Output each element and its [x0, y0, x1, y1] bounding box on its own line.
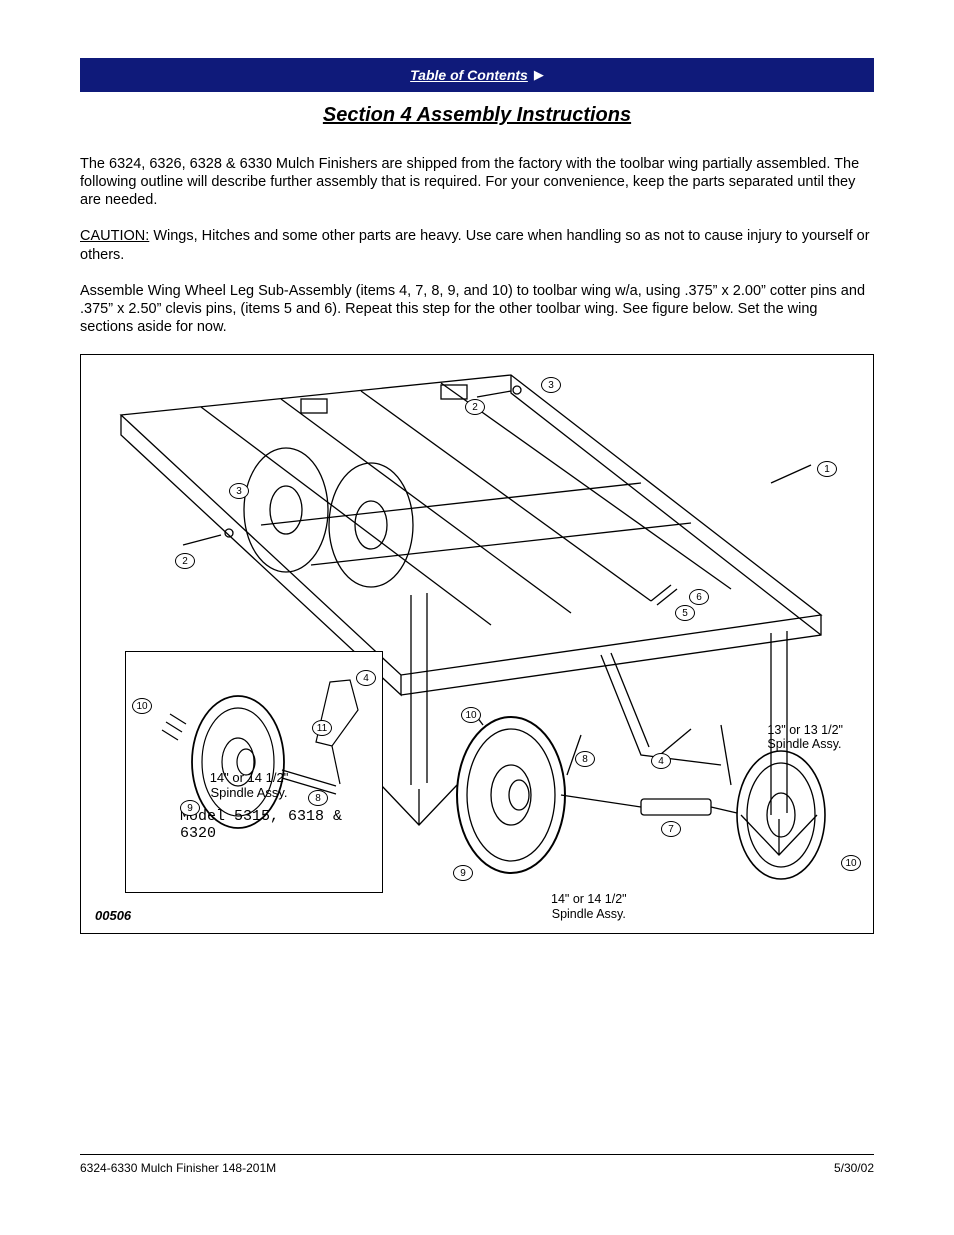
callout-3: 3 — [541, 377, 561, 393]
callout-3b: 3 — [229, 483, 249, 499]
inset-spindle-label: 14" or 14 1/2" Spindle Assy. — [184, 771, 314, 800]
callout-7: 7 — [661, 821, 681, 837]
paragraph-caution: CAUTION: Wings, Hitches and some other p… — [80, 227, 874, 263]
section-title: Section 4 Assembly Instructions — [80, 104, 874, 127]
callout-2b: 2 — [175, 553, 195, 569]
figure-box: 14" or 14 1/2" Spindle Assy. Model 5315,… — [80, 354, 874, 934]
figure-number: 00506 — [95, 908, 131, 923]
figure-inset: 14" or 14 1/2" Spindle Assy. Model 5315,… — [125, 651, 383, 893]
footer-manual: 6324-6330 Mulch Finisher 148-201M — [80, 1161, 276, 1175]
toc-arrow-icon: ▶ — [534, 67, 544, 83]
spindle-label-right: 13" or 13 1/2" Spindle Assy. — [767, 723, 843, 752]
callout-10c: 10 — [841, 855, 861, 871]
paragraph-intro: The 6324, 6326, 6328 & 6330 Mulch Finish… — [80, 155, 874, 209]
page-footer: 6324-6330 Mulch Finisher 148-201M 5/30/0… — [80, 1154, 874, 1175]
caution-label: CAUTION: — [80, 228, 149, 244]
toc-link[interactable]: Table of Contents — [410, 67, 528, 83]
callout-10: 10 — [132, 698, 152, 714]
spindle-label-bottom: 14" or 14 1/2" Spindle Assy. — [551, 892, 627, 921]
callout-11: 11 — [312, 720, 332, 736]
body-text: The 6324, 6326, 6328 & 6330 Mulch Finish… — [80, 155, 874, 336]
callout-5: 5 — [675, 605, 695, 621]
callout-4: 4 — [356, 670, 376, 686]
callout-9b: 9 — [453, 865, 473, 881]
paragraph-step: Assemble Wing Wheel Leg Sub-Assembly (it… — [80, 282, 874, 336]
callout-4b: 4 — [651, 753, 671, 769]
caution-text: Wings, Hitches and some other parts are … — [80, 228, 870, 262]
callout-10b: 10 — [461, 707, 481, 723]
header-bar: Table of Contents ▶ — [80, 58, 874, 92]
callout-9: 9 — [180, 800, 200, 816]
callout-8b: 8 — [575, 751, 595, 767]
callout-2: 2 — [465, 399, 485, 415]
callout-1: 1 — [817, 461, 837, 477]
callout-8: 8 — [308, 790, 328, 806]
callout-6: 6 — [689, 589, 709, 605]
footer-date: 5/30/02 — [834, 1161, 874, 1175]
inset-model-label: Model 5315, 6318 & 6320 — [180, 808, 382, 842]
